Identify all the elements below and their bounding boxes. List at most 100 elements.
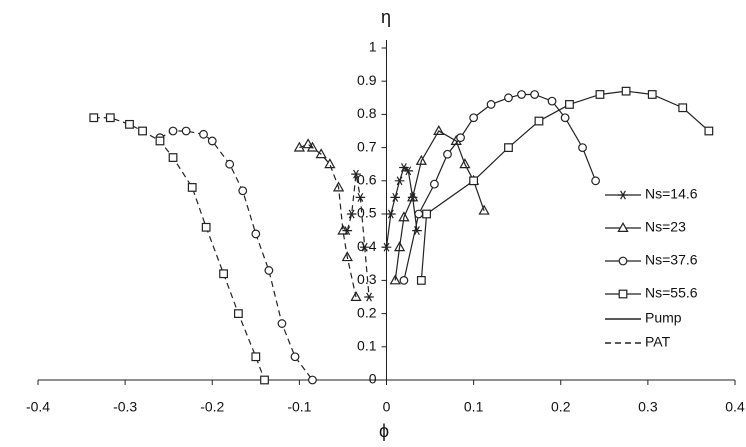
- point: [504, 93, 513, 103]
- x-axis-label: ϕ: [379, 421, 389, 441]
- point: [407, 191, 419, 202]
- point: [534, 116, 544, 126]
- y-tick-label: 1: [369, 39, 377, 55]
- point: [412, 226, 422, 236]
- point: [308, 375, 317, 385]
- point: [469, 176, 479, 186]
- point: [389, 274, 401, 285]
- x-tick-label: -0.1: [287, 399, 311, 415]
- pat-line: [93, 117, 266, 381]
- x-tick-label: 0: [383, 399, 391, 415]
- point: [225, 159, 235, 169]
- point: [277, 319, 287, 328]
- x-tick-label: 0.1: [464, 399, 484, 415]
- pump-line: [394, 130, 485, 281]
- pat-line: [346, 174, 370, 298]
- point: [403, 166, 414, 176]
- legend-label: Ns=37.6: [645, 252, 698, 268]
- point: [290, 352, 300, 362]
- point: [456, 133, 465, 143]
- point: [381, 242, 392, 252]
- y-tick-label: 0.5: [357, 205, 377, 221]
- x-tick-label: -0.3: [113, 399, 137, 415]
- legend-label: Ns=55.6: [645, 285, 698, 301]
- point: [260, 375, 269, 385]
- point: [398, 211, 410, 222]
- y-tick-label: 0.6: [357, 172, 377, 188]
- point: [433, 124, 445, 135]
- point: [207, 136, 217, 146]
- pat-line: [159, 130, 313, 381]
- point: [560, 113, 570, 123]
- point: [233, 309, 243, 318]
- point: [678, 103, 688, 113]
- point: [355, 192, 366, 202]
- x-tick-label: -0.4: [26, 399, 50, 415]
- point: [341, 251, 353, 262]
- point: [199, 129, 208, 139]
- legend-label: Pump: [645, 310, 682, 326]
- point: [390, 192, 401, 202]
- point: [337, 224, 349, 235]
- point: [302, 138, 314, 149]
- legend-marker: [618, 289, 628, 299]
- point: [251, 229, 261, 239]
- point: [181, 126, 191, 136]
- point: [251, 352, 261, 362]
- point: [364, 292, 374, 302]
- point: [219, 269, 228, 279]
- point: [486, 100, 496, 109]
- point: [416, 276, 426, 285]
- y-axis-label: η: [381, 7, 391, 27]
- point: [478, 204, 490, 215]
- point: [187, 183, 197, 192]
- x-tick-label: -0.2: [200, 399, 224, 415]
- point: [517, 90, 526, 99]
- x-tick-label: 0.3: [638, 399, 658, 415]
- y-tick-label: 0.7: [357, 138, 377, 154]
- legend-marker: [618, 190, 628, 200]
- point: [504, 143, 513, 153]
- legend-label: PAT: [645, 334, 671, 350]
- point: [595, 90, 605, 99]
- x-tick-label: 0.2: [551, 399, 571, 415]
- point: [264, 266, 274, 275]
- point: [293, 141, 305, 152]
- y-tick-label: 0: [369, 371, 377, 387]
- point: [89, 113, 99, 123]
- pat-line: [299, 143, 357, 298]
- point: [105, 113, 115, 123]
- y-tick-label: 0.1: [357, 338, 377, 354]
- point: [346, 209, 357, 219]
- point: [621, 86, 631, 96]
- point: [469, 113, 479, 123]
- point: [332, 181, 345, 192]
- point: [238, 186, 248, 196]
- point: [359, 242, 370, 252]
- y-tick-label: 0.2: [357, 304, 377, 320]
- y-tick-label: 0.8: [357, 105, 377, 121]
- point: [414, 209, 424, 219]
- x-tick-label: 0.4: [725, 399, 745, 415]
- point: [591, 176, 600, 186]
- point: [399, 276, 409, 285]
- legend-marker: [618, 256, 628, 266]
- point: [394, 176, 405, 186]
- point: [415, 154, 427, 165]
- legend-label: Ns=14.6: [645, 186, 698, 202]
- y-tick-label: 0.4: [357, 238, 377, 254]
- point: [125, 119, 134, 129]
- point: [315, 148, 327, 159]
- point: [168, 153, 178, 162]
- point: [530, 90, 540, 99]
- y-tick-label: 0.9: [357, 72, 377, 88]
- point: [422, 209, 431, 219]
- point: [342, 226, 353, 236]
- point: [306, 141, 319, 152]
- point: [201, 222, 211, 232]
- point: [155, 136, 165, 146]
- point: [351, 169, 361, 179]
- point: [430, 179, 439, 189]
- point: [324, 158, 336, 169]
